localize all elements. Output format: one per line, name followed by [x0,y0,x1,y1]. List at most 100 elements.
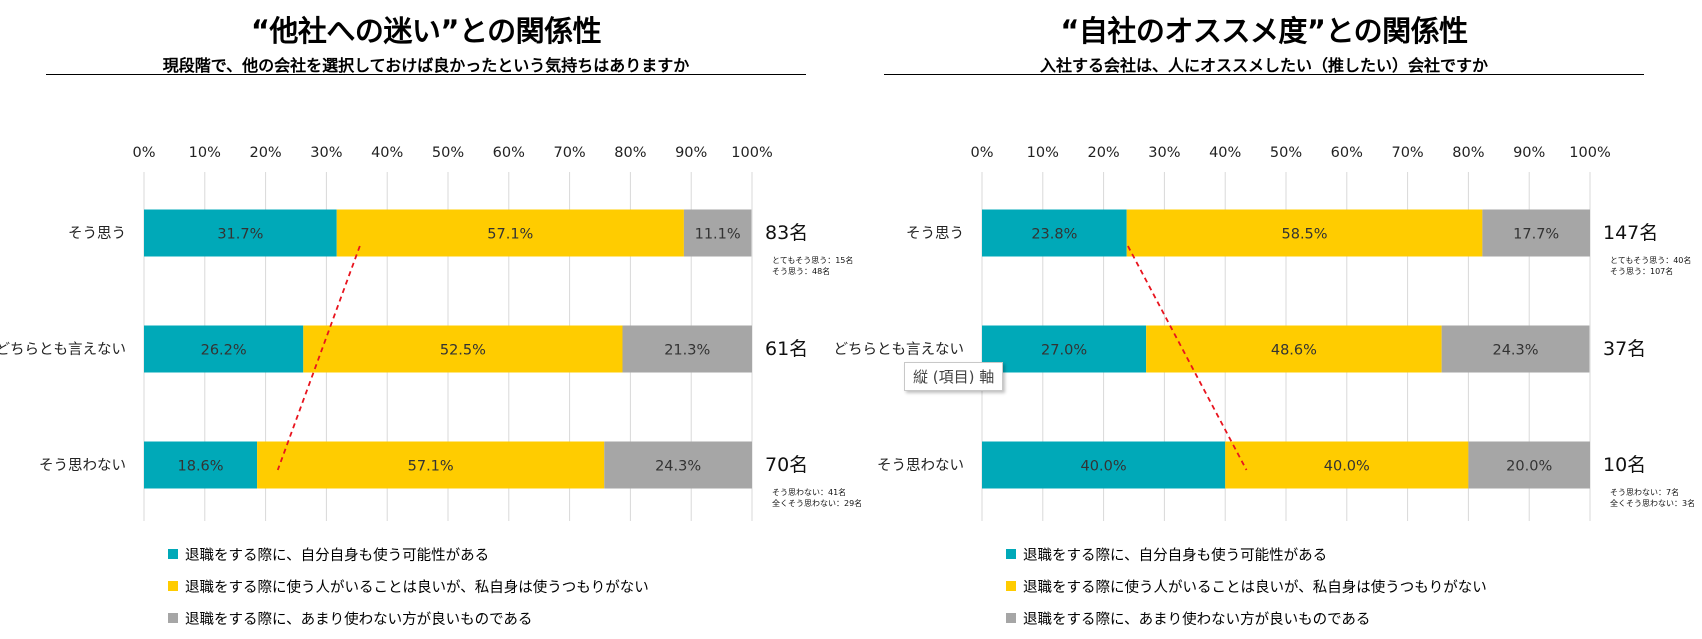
category-label: そう思わない [877,457,964,474]
data-label: 23.8% [1031,227,1077,243]
legend-swatch-yellow [168,581,178,591]
data-label: 27.0% [1041,343,1087,359]
legend-label: 退職をする際に使う人がいることは良いが、私自身は使うつもりがない [185,580,649,596]
trend-line [276,245,361,471]
count-label: 70名 [765,454,808,476]
x-tick-label: 40% [371,145,403,161]
category-label: どちらとも言えない [0,341,126,358]
chart-plot-left[interactable]: 0% 10% 20% 30% 40% 50% 60% 70% 80% 90% 100% そう思う 31.… [0,0,862,639]
breakdown-note: とてもそう思う：40名 [1610,255,1691,265]
chart-title: “自社のオススメ度”との関係性 [1060,14,1468,48]
category-label: どちらとも言えない [834,341,965,358]
x-tick-label: 80% [1452,145,1484,161]
breakdown-note: そう思う：48名 [772,266,830,276]
data-label: 21.3% [664,343,710,359]
legend-label: 退職をする際に、自分自身も使う可能性がある [1023,548,1328,564]
bar-segment-teal [144,325,304,373]
chart-title: “他社への迷い”との関係性 [250,14,602,48]
bar-segment-yellow [257,441,605,489]
breakdown-note: 全くそう思わない：29名 [772,498,862,508]
chart-panel-left: “他社への迷い”との関係性 現段階で、他の会社を選択しておけば良かったという気持… [0,0,862,639]
x-tick-label: 80% [614,145,646,161]
chart-subtitle: 現段階で、他の会社を選択しておけば良かったという気持ちはありますか [162,56,690,75]
bar-segment-gray [622,325,752,373]
data-label: 40.0% [1081,459,1127,475]
bar-segment-teal [982,441,1226,489]
legend-label: 退職をする際に使う人がいることは良いが、私自身は使うつもりがない [1023,580,1487,596]
x-tick-label: 50% [1270,145,1302,161]
chart-panel-right: “自社のオススメ度”との関係性 入社する会社は、人にオススメしたい（推したい）会… [834,0,1702,639]
bar-segment-yellow [1146,325,1442,373]
bar-segment-yellow [1225,441,1469,489]
breakdown-note: とてもそう思う：15名 [772,255,853,265]
x-tick-label: 10% [189,145,221,161]
data-label: 57.1% [408,459,454,475]
data-label: 52.5% [440,343,486,359]
category-label: そう思う [68,226,126,242]
x-tick-label: 20% [249,145,281,161]
bar-segment-yellow [303,325,623,373]
legend-swatch-gray [1006,613,1016,623]
chart-plot-right[interactable]: 0% 10% 20% 30% 40% 50% 60% 70% 80% 90% 100% そう思う 23.… [834,0,1702,639]
x-tick-label: 0% [970,145,993,161]
x-tick-label: 50% [432,145,464,161]
bar-segment-gray [1441,325,1590,373]
x-tick-label: 10% [1027,145,1059,161]
x-tick-label: 100% [1569,145,1610,161]
chart-subtitle: 入社する会社は、人にオススメしたい（推したい）会社ですか [1039,56,1488,75]
bar-segment-yellow [336,209,684,257]
data-label: 58.5% [1282,227,1328,243]
bar-segment-gray [604,441,752,489]
bar-segment-teal [144,441,258,489]
data-label: 57.1% [487,227,533,243]
x-tick-label: 90% [1513,145,1545,161]
bar-segment-teal [982,325,1147,373]
count-label: 10名 [1603,454,1646,476]
breakdown-note: 全くそう思わない：3名 [1610,498,1695,508]
data-label: 11.1% [695,227,741,243]
x-tick-label: 70% [553,145,585,161]
bar-segment-teal [144,209,337,257]
legend-label: 退職をする際に、あまり使わない方が良いものである [185,612,533,628]
bar-segment-teal [982,209,1127,257]
title-underline [884,74,1644,75]
count-label: 61名 [765,338,808,360]
x-tick-label: 40% [1209,145,1241,161]
x-tick-label: 30% [1148,145,1180,161]
bar-segment-gray [683,209,752,257]
trend-line [1127,245,1248,471]
count-label: 147名 [1603,222,1658,244]
x-tick-label: 90% [675,145,707,161]
category-label: そう思わない [39,457,126,474]
legend-swatch-teal [1006,549,1016,559]
x-tick-label: 60% [493,145,525,161]
data-label: 17.7% [1513,227,1559,243]
data-label: 20.0% [1506,459,1552,475]
x-tick-label: 100% [731,145,772,161]
data-label: 24.3% [655,459,701,475]
x-tick-label: 70% [1391,145,1423,161]
breakdown-note: そう思わない：7名 [1610,487,1679,497]
x-tick-label: 30% [310,145,342,161]
axis-tooltip: 縦 (項目) 軸 [904,362,1004,391]
bar-segment-gray [1468,441,1590,489]
legend-swatch-yellow [1006,581,1016,591]
legend-label: 退職をする際に、あまり使わない方が良いものである [1023,612,1371,628]
count-label: 37名 [1603,338,1646,360]
breakdown-note: そう思う：107名 [1610,266,1673,276]
x-tick-label: 60% [1331,145,1363,161]
data-label: 18.6% [178,459,224,475]
data-label: 31.7% [217,227,263,243]
legend-swatch-gray [168,613,178,623]
data-label: 24.3% [1492,343,1538,359]
x-tick-label: 0% [132,145,155,161]
data-label: 40.0% [1324,459,1370,475]
legend-label: 退職をする際に、自分自身も使う可能性がある [185,548,490,564]
data-label: 26.2% [201,343,247,359]
breakdown-note: そう思わない：41名 [772,487,846,497]
bar-segment-gray [1482,209,1590,257]
count-label: 83名 [765,222,808,244]
data-label: 48.6% [1271,343,1317,359]
legend-swatch-teal [168,549,178,559]
category-label: そう思う [906,226,964,242]
